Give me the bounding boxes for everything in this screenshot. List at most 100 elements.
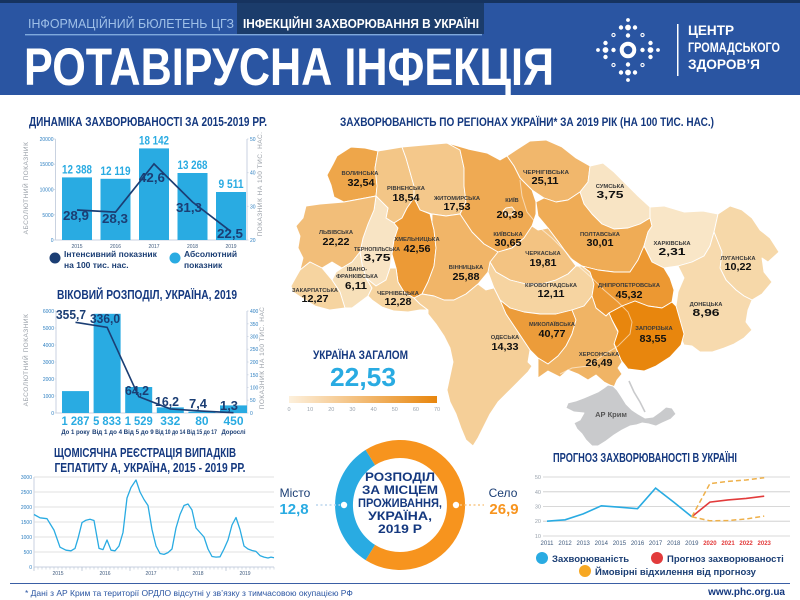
- svg-text:ІНФОРМАЦІЙНИЙ БЮЛЕТЕНЬ ЦГЗ: ІНФОРМАЦІЙНИЙ БЮЛЕТЕНЬ ЦГЗ: [28, 16, 234, 31]
- svg-text:336,0: 336,0: [90, 312, 120, 326]
- svg-text:200: 200: [250, 360, 259, 366]
- svg-text:10: 10: [535, 534, 541, 540]
- svg-text:2017: 2017: [148, 244, 159, 250]
- svg-text:30: 30: [349, 407, 355, 413]
- svg-text:20,39: 20,39: [497, 210, 524, 221]
- svg-text:30: 30: [535, 505, 541, 511]
- svg-text:12,28: 12,28: [385, 297, 412, 308]
- svg-text:2000: 2000: [21, 505, 32, 511]
- svg-text:Прогноз захворюваності: Прогноз захворюваності: [667, 554, 784, 565]
- svg-text:ПОКАЗНИК НА 100 ТИС. НАС: ПОКАЗНИК НА 100 ТИС. НАС: [259, 307, 266, 410]
- svg-text:16,2: 16,2: [155, 395, 179, 409]
- svg-text:40: 40: [371, 407, 377, 413]
- svg-text:15000: 15000: [40, 162, 54, 168]
- svg-text:2014: 2014: [595, 541, 609, 547]
- svg-text:0: 0: [29, 565, 32, 571]
- svg-text:2019 Р: 2019 Р: [378, 522, 422, 536]
- svg-text:50: 50: [250, 137, 256, 143]
- svg-text:0: 0: [287, 407, 290, 413]
- svg-text:450: 450: [223, 414, 243, 428]
- svg-text:ЧЕРНІВЕЦЬКА: ЧЕРНІВЕЦЬКА: [377, 291, 420, 297]
- svg-text:13 268: 13 268: [178, 158, 208, 172]
- svg-text:ЦЕНТР: ЦЕНТР: [688, 23, 734, 38]
- svg-text:70: 70: [434, 407, 440, 413]
- svg-text:332: 332: [160, 414, 180, 428]
- svg-text:20: 20: [250, 238, 256, 244]
- svg-text:150: 150: [250, 373, 259, 379]
- svg-text:Абсолютний: Абсолютний: [184, 249, 237, 259]
- svg-text:ГРОМАДСЬКОГО: ГРОМАДСЬКОГО: [688, 40, 780, 55]
- svg-text:2000: 2000: [43, 377, 54, 383]
- svg-text:42,6: 42,6: [139, 171, 165, 185]
- svg-text:ПРОЖИВАННЯ,: ПРОЖИВАННЯ,: [358, 496, 442, 510]
- svg-text:До 1 року: До 1 року: [61, 430, 90, 436]
- svg-text:ЧЕРКАСЬКА: ЧЕРКАСЬКА: [525, 251, 561, 257]
- svg-text:3000: 3000: [21, 475, 32, 481]
- svg-text:2019: 2019: [225, 244, 236, 250]
- svg-text:20000: 20000: [40, 137, 54, 143]
- svg-text:ІВАНО-: ІВАНО-: [347, 267, 367, 273]
- svg-text:0: 0: [250, 411, 253, 417]
- svg-text:80: 80: [195, 414, 209, 428]
- svg-text:УКРАЇНА,: УКРАЇНА,: [368, 508, 432, 523]
- svg-text:50: 50: [535, 475, 541, 481]
- svg-text:5000: 5000: [42, 213, 53, 219]
- svg-text:31,3: 31,3: [176, 201, 202, 215]
- svg-text:250: 250: [250, 347, 259, 353]
- svg-text:ТЕРНОПІЛЬСЬКА: ТЕРНОПІЛЬСЬКА: [354, 247, 401, 253]
- svg-text:2015: 2015: [71, 244, 82, 250]
- svg-text:45,32: 45,32: [616, 290, 643, 301]
- svg-text:ВІННИЦЬКА: ВІННИЦЬКА: [449, 265, 484, 271]
- svg-text:17,53: 17,53: [444, 202, 471, 213]
- svg-text:РОТАВІРУСНА ІНФЕКЦІЯ: РОТАВІРУСНА ІНФЕКЦІЯ: [24, 38, 554, 95]
- svg-text:26,9: 26,9: [489, 501, 518, 518]
- svg-text:6000: 6000: [43, 309, 54, 315]
- svg-text:12 388: 12 388: [62, 162, 92, 176]
- svg-text:КИЇВСЬКА: КИЇВСЬКА: [493, 231, 523, 238]
- svg-text:9 511: 9 511: [219, 177, 244, 191]
- svg-text:ПРОГНОЗ ЗАХВОРЮВАНОСТІ В УКРАЇ: ПРОГНОЗ ЗАХВОРЮВАНОСТІ В УКРАЇНІ: [553, 450, 737, 465]
- svg-text:2013: 2013: [577, 541, 591, 547]
- svg-text:ЛУГАНСЬКА: ЛУГАНСЬКА: [720, 256, 756, 262]
- svg-text:ЗАХВОРЮВАНІСТЬ ПО РЕГІОНАХ УКР: ЗАХВОРЮВАНІСТЬ ПО РЕГІОНАХ УКРАЇНИ* ЗА 2…: [340, 116, 714, 129]
- svg-text:60: 60: [413, 407, 419, 413]
- svg-text:ХМЕЛЬНИЦЬКА: ХМЕЛЬНИЦЬКА: [394, 237, 440, 243]
- svg-text:2018: 2018: [187, 244, 198, 250]
- svg-text:ЩОМІСЯЧНА РЕЄСТРАЦІЯ ВИПАДКІВ: ЩОМІСЯЧНА РЕЄСТРАЦІЯ ВИПАДКІВ: [54, 446, 236, 460]
- svg-text:2500: 2500: [21, 490, 32, 496]
- svg-text:ДОНЕЦЬКА: ДОНЕЦЬКА: [690, 302, 724, 308]
- svg-text:30: 30: [250, 204, 256, 210]
- svg-text:Від 15 до 17: Від 15 до 17: [187, 430, 218, 436]
- svg-text:2018: 2018: [667, 541, 681, 547]
- svg-text:КІРОВОГРАДСЬКА: КІРОВОГРАДСЬКА: [525, 283, 578, 289]
- svg-text:РІВНЕНСЬКА: РІВНЕНСЬКА: [387, 186, 426, 192]
- svg-text:ФРАНКІВСЬКА: ФРАНКІВСЬКА: [336, 274, 379, 280]
- svg-text:32,54: 32,54: [348, 178, 375, 189]
- svg-text:ДНІПРОПЕТРОВСЬКА: ДНІПРОПЕТРОВСЬКА: [598, 283, 661, 289]
- svg-text:40: 40: [535, 490, 541, 496]
- svg-text:1000: 1000: [21, 535, 32, 541]
- svg-text:0: 0: [51, 238, 54, 244]
- svg-text:1 287: 1 287: [62, 414, 90, 428]
- svg-text:ДИНАМІКА ЗАХВОРЮВАНОСТІ ЗА 201: ДИНАМІКА ЗАХВОРЮВАНОСТІ ЗА 2015-2019 РР.: [29, 115, 267, 129]
- svg-text:28,9: 28,9: [63, 209, 89, 223]
- svg-text:Від 5 до 9: Від 5 до 9: [124, 430, 155, 436]
- svg-text:83,55: 83,55: [640, 334, 667, 345]
- svg-text:355,7: 355,7: [56, 308, 86, 322]
- svg-text:22,5: 22,5: [217, 227, 243, 241]
- svg-text:500: 500: [24, 550, 33, 556]
- svg-text:2016: 2016: [631, 541, 645, 547]
- svg-text:АБСОЛЮТНИЙ ПОКАЗНИК: АБСОЛЮТНИЙ ПОКАЗНИК: [21, 142, 30, 235]
- svg-text:25,11: 25,11: [532, 176, 559, 187]
- svg-text:50: 50: [392, 407, 398, 413]
- svg-text:22,22: 22,22: [323, 237, 350, 248]
- svg-text:РОЗПОДІЛ: РОЗПОДІЛ: [365, 470, 435, 484]
- svg-text:12,8: 12,8: [279, 501, 308, 518]
- svg-text:ПОКАЗНИК НА 100 ТИС. НАС.: ПОКАЗНИК НА 100 ТИС. НАС.: [257, 132, 264, 237]
- svg-text:18,54: 18,54: [393, 193, 420, 204]
- svg-text:Захворюваність: Захворюваність: [552, 554, 629, 565]
- svg-text:Місто: Місто: [280, 486, 311, 500]
- svg-text:2015: 2015: [613, 541, 627, 547]
- svg-text:12,11: 12,11: [538, 289, 565, 300]
- svg-text:ХЕРСОНСЬКА: ХЕРСОНСЬКА: [579, 352, 620, 358]
